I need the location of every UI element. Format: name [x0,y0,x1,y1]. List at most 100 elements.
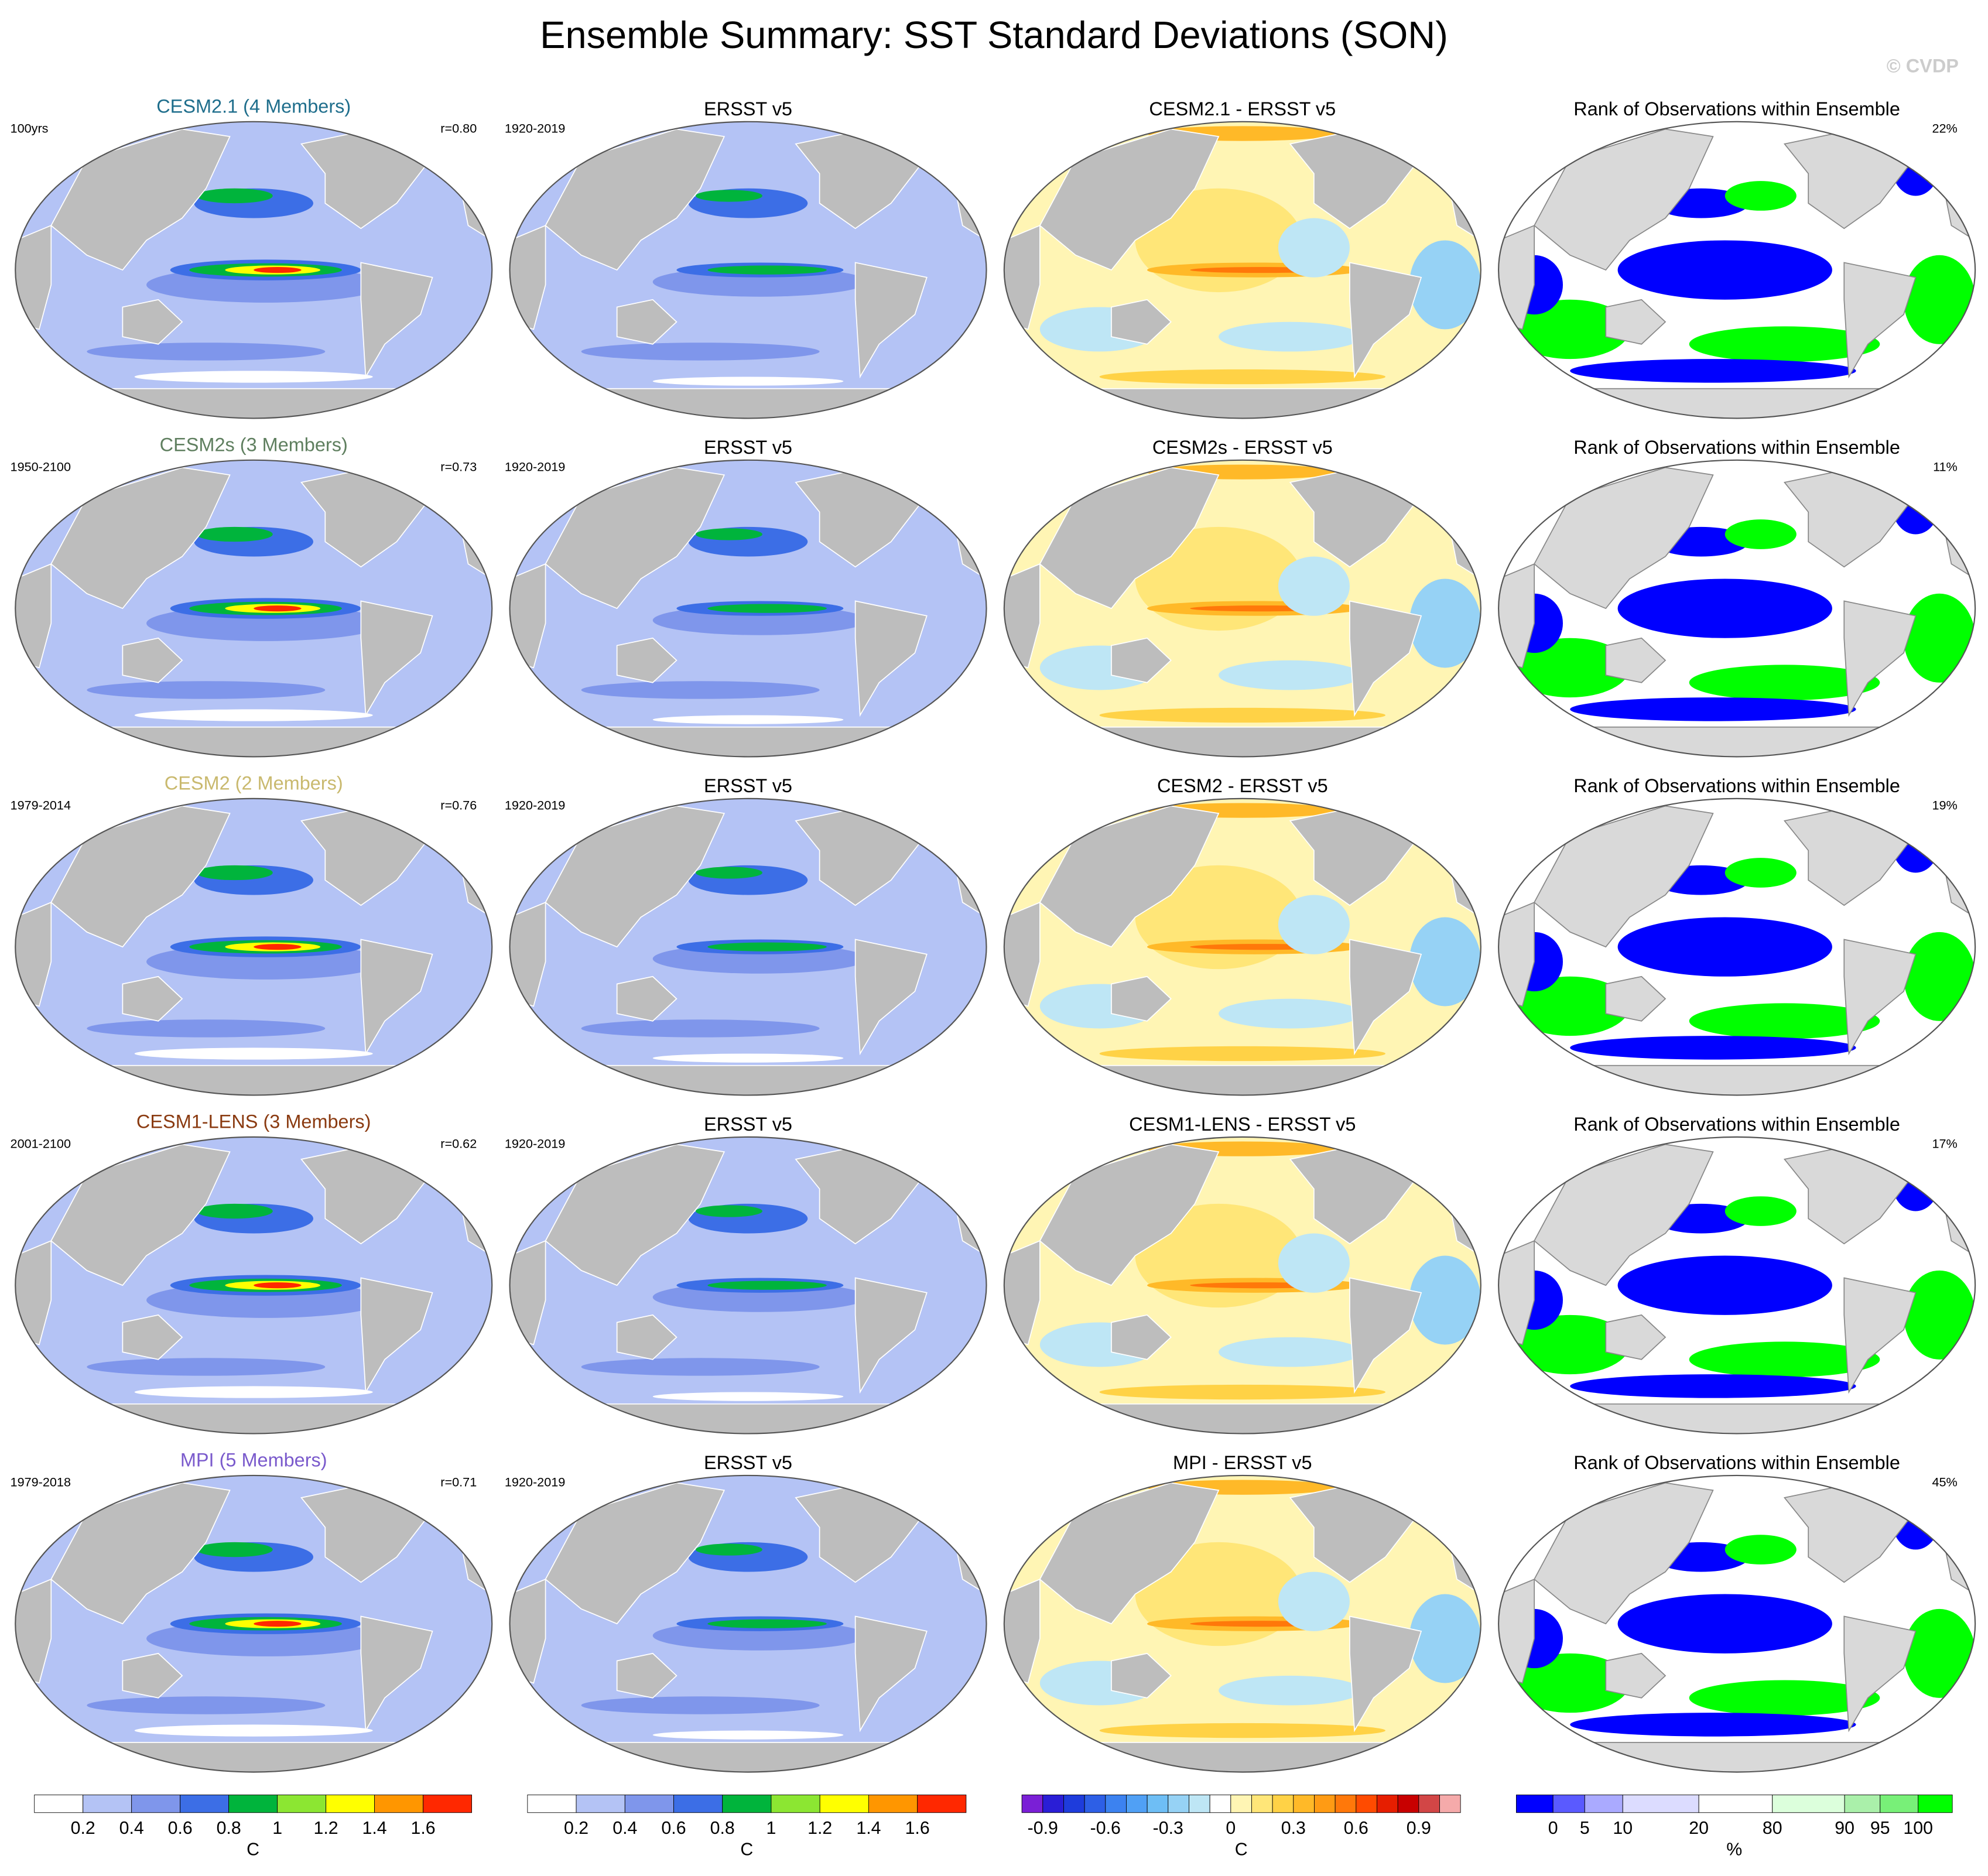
map [1004,1475,1481,1772]
field-pattern [1510,976,1630,1036]
field-pattern [707,1281,827,1290]
colorbar-swatch [1209,1795,1231,1813]
panel-title: CESM1-LENS (3 Members) [136,1111,371,1132]
field-pattern [1904,593,1976,683]
land [15,563,52,669]
field-pattern [254,605,302,612]
field-pattern [1219,998,1362,1029]
field-pattern [1570,1036,1856,1060]
colorbar-swatch [277,1795,327,1813]
colorbar-unit: C [247,1840,259,1860]
colorbar-swatch [1698,1795,1773,1813]
land [1534,1144,1714,1286]
land [1349,1277,1422,1394]
colorbar-swatch [1189,1795,1210,1813]
map [509,1475,987,1772]
field-pattern [1219,660,1362,690]
field-pattern [1724,519,1797,549]
colorbar-tick-label: 5 [1580,1819,1590,1838]
field-pattern [196,526,273,542]
field-pattern [134,1724,373,1737]
map [15,121,492,419]
field-pattern [1099,707,1386,723]
colorbar-tick-label: 100 [1903,1819,1933,1838]
field-pattern [581,1696,820,1714]
field-pattern [1617,1255,1832,1315]
map-border [15,797,493,1096]
colorbar-swatch [1335,1795,1357,1813]
map [15,1136,492,1434]
colorbar-tick-label: 0.6 [168,1819,193,1838]
map-border [509,797,987,1096]
field-pattern [87,1696,326,1714]
land [50,1482,231,1625]
map [15,1475,492,1772]
land [1498,1741,1976,1772]
panel-title: MPI - ERSST v5 [1173,1452,1312,1473]
period: 1979-2014 [11,798,71,813]
colorbar-tick-label: -0.3 [1153,1819,1183,1838]
map-border [15,1474,493,1773]
land [1039,805,1220,948]
colorbar-swatch [527,1795,577,1813]
field-pattern [254,1621,302,1627]
colorbar-tick-label: -0.6 [1090,1819,1121,1838]
land [50,467,231,610]
colorbar-swatch [1272,1795,1294,1813]
land [509,1064,987,1096]
rank-percent: 45% [1932,1475,1958,1490]
field-pattern [707,604,827,613]
colorbar-swatch [1105,1795,1127,1813]
field-pattern [196,1542,273,1557]
field-pattern [254,1282,302,1289]
land [1004,1578,1041,1684]
land [509,1240,546,1346]
period: 100yrs [11,121,49,136]
land [1605,1652,1667,1699]
field-pattern [695,528,762,540]
field-pattern [1409,1255,1481,1345]
land [1605,637,1667,683]
land [509,1741,987,1772]
period: 1920-2019 [505,1136,565,1151]
credit: © CVDP [1887,55,1959,76]
field-pattern [87,1358,326,1376]
panel-title: CESM2s (3 Members) [160,434,348,456]
map [1498,1475,1976,1772]
map [1004,1136,1481,1434]
colorbar-swatch [423,1795,473,1813]
colorbar-swatch [576,1795,625,1813]
field-pattern [1689,1003,1880,1039]
field-pattern [1409,1594,1481,1683]
land [616,1652,678,1699]
map-border [1498,459,1976,758]
map-border [15,121,493,419]
colorbar-swatch [722,1795,772,1813]
land [1004,1064,1481,1096]
land [1843,1615,1917,1733]
land [545,1144,726,1286]
colorbar-unit: C [1235,1840,1248,1860]
field-pattern [695,867,762,879]
land [1111,1314,1172,1360]
colorbar-swatch [1314,1795,1336,1813]
land [15,388,492,419]
field-pattern [1219,321,1362,352]
map-border [15,459,493,758]
land [1605,1314,1667,1360]
colorbar-swatch [1622,1795,1699,1813]
land [1039,128,1220,271]
field-pattern [1617,1594,1832,1654]
colorbar-swatch [374,1795,424,1813]
colorbar-swatch [1042,1795,1064,1813]
field-pattern [1510,1314,1630,1375]
land [360,1615,433,1733]
field-pattern [652,376,844,386]
land [616,299,678,345]
land [15,726,492,757]
field-pattern [1617,917,1832,977]
colorbar-unit: C [740,1840,753,1860]
period: 1920-2019 [505,1475,565,1490]
land [1498,1064,1976,1096]
